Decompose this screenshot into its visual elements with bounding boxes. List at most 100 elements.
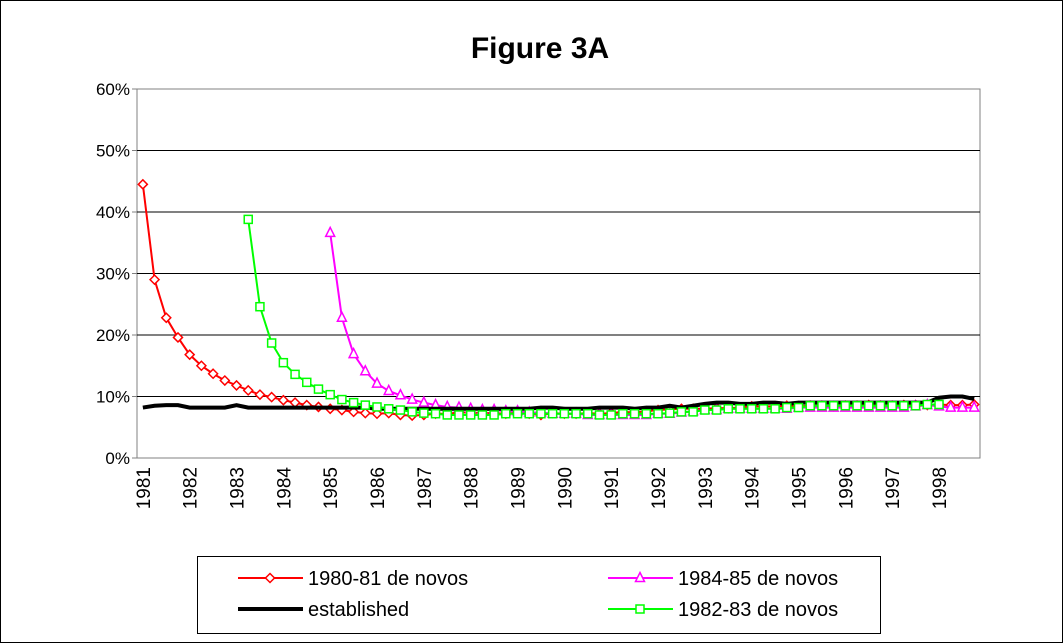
data-point — [419, 408, 429, 418]
data-point — [524, 408, 534, 419]
data-point — [910, 400, 921, 411]
data-point — [325, 389, 335, 400]
legend-label: 1980-81 de novos — [308, 568, 468, 590]
data-point — [266, 338, 277, 348]
y-tick-label: 0% — [105, 449, 130, 468]
data-point — [407, 407, 417, 417]
x-tick-label: 1981 — [134, 467, 155, 509]
data-point — [348, 397, 359, 408]
legend-marker — [635, 604, 645, 614]
data-point — [723, 404, 734, 414]
x-tick-label: 1984 — [274, 467, 295, 510]
x-tick-label: 1985 — [321, 467, 342, 509]
data-point — [758, 404, 769, 414]
data-point — [805, 400, 815, 411]
data-point — [383, 404, 394, 414]
x-tick-label: 1997 — [883, 467, 904, 509]
data-point — [348, 406, 360, 418]
x-tick-label: 1996 — [836, 467, 857, 509]
x-tick-label: 1993 — [696, 467, 717, 509]
data-point — [266, 391, 278, 403]
data-point — [746, 404, 757, 414]
data-point — [360, 400, 371, 410]
x-tick-label: 1992 — [649, 467, 670, 509]
data-point — [653, 408, 663, 419]
data-point — [278, 357, 289, 368]
data-point — [817, 400, 827, 411]
data-point — [324, 225, 336, 238]
data-point — [149, 274, 161, 286]
y-tick-label: 30% — [96, 265, 130, 284]
data-point — [700, 405, 710, 415]
chart-title: Figure 3A — [471, 32, 609, 65]
data-point — [840, 400, 851, 411]
data-point — [583, 408, 593, 419]
data-point — [711, 405, 722, 415]
data-point — [219, 374, 231, 387]
data-point — [454, 410, 464, 420]
data-point — [395, 405, 406, 415]
data-point — [501, 408, 511, 419]
data-point — [571, 408, 581, 419]
data-point — [968, 400, 980, 412]
data-point — [359, 364, 372, 376]
data-point — [852, 400, 862, 411]
data-point — [512, 408, 523, 419]
data-point — [372, 402, 382, 412]
data-point — [945, 400, 957, 412]
x-tick-label: 1994 — [743, 467, 764, 510]
x-tick-label: 1998 — [930, 467, 951, 509]
data-point — [887, 400, 897, 411]
data-point — [536, 408, 546, 419]
data-point — [793, 402, 804, 413]
legend-label: established — [308, 599, 409, 621]
data-point — [770, 404, 780, 414]
data-point — [664, 408, 675, 418]
data-point — [547, 408, 558, 419]
data-point — [735, 404, 745, 414]
data-point — [477, 410, 488, 420]
data-point — [207, 368, 219, 380]
data-point — [184, 349, 196, 361]
legend-marker — [264, 572, 276, 584]
data-point — [255, 301, 265, 312]
data-point — [383, 383, 395, 396]
data-point — [594, 410, 605, 420]
data-point — [337, 394, 347, 405]
data-point — [442, 410, 453, 420]
data-point — [243, 214, 253, 225]
data-point — [559, 408, 570, 419]
data-point — [137, 178, 149, 190]
data-point — [641, 408, 652, 419]
data-point — [195, 360, 207, 372]
legend — [197, 556, 881, 634]
data-point — [618, 408, 628, 419]
x-tick-label: 1995 — [790, 467, 811, 509]
x-tick-label: 1988 — [462, 467, 483, 509]
y-tick-label: 60% — [96, 80, 130, 99]
data-point — [290, 369, 300, 380]
data-point — [606, 410, 616, 420]
data-point — [828, 400, 839, 411]
data-point — [688, 407, 698, 417]
data-point — [418, 395, 430, 407]
data-point — [782, 402, 792, 413]
data-point — [406, 392, 418, 404]
data-point — [302, 377, 312, 388]
data-point — [313, 384, 324, 394]
data-point — [465, 410, 476, 420]
data-point — [430, 408, 441, 419]
data-point — [922, 399, 933, 410]
x-tick-label: 1986 — [368, 467, 389, 509]
y-tick-label: 50% — [96, 142, 130, 161]
y-tick-label: 20% — [96, 326, 130, 345]
data-point — [160, 312, 172, 324]
data-point — [676, 407, 687, 417]
data-point — [934, 399, 944, 410]
data-point — [277, 394, 289, 406]
x-tick-label: 1987 — [415, 467, 436, 509]
legend-label: 1982-83 de novos — [678, 599, 838, 621]
data-point — [629, 408, 640, 419]
data-point — [254, 389, 266, 401]
